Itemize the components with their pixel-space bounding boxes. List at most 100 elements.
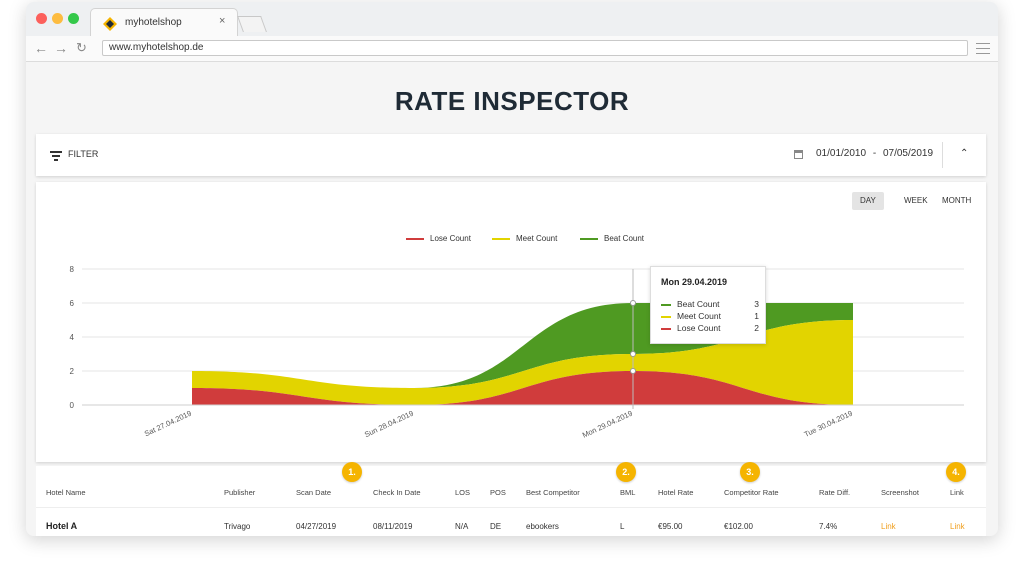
y-tick-label: 0: [70, 401, 75, 410]
tooltip-label-meet: Meet Count: [677, 311, 721, 321]
badge-2: 2.: [616, 462, 636, 482]
tooltip-swatch-beat: [661, 303, 671, 306]
title-bar: myhotelshop ×: [26, 2, 998, 36]
calendar-icon[interactable]: [794, 150, 803, 159]
y-tick-label: 6: [70, 299, 75, 308]
header-pos[interactable]: POS: [490, 488, 506, 497]
close-window-button[interactable]: [36, 13, 47, 24]
new-tab-button[interactable]: [237, 16, 267, 32]
url-input[interactable]: www.myhotelshop.de: [102, 40, 968, 56]
cell-los: N/A: [455, 522, 469, 531]
cell-rate-diff: 7.4%: [819, 522, 838, 531]
header-rate-diff[interactable]: Rate Diff.: [819, 488, 851, 497]
tooltip-swatch-lose: [661, 327, 671, 330]
tooltip-value-beat: 3: [754, 299, 759, 309]
browser-tab[interactable]: myhotelshop ×: [90, 8, 238, 36]
address-bar: ← → ↻ www.myhotelshop.de: [26, 36, 998, 62]
area-meet-count: [192, 320, 853, 405]
tooltip-label-beat: Beat Count: [677, 299, 720, 309]
filter-icon[interactable]: [50, 151, 62, 161]
header-bml[interactable]: BML: [620, 488, 636, 497]
period-week-button[interactable]: WEEK: [904, 196, 928, 205]
legend-label-meet: Meet Count: [516, 234, 558, 243]
tooltip-row-meet: Meet Count 1: [661, 311, 759, 321]
y-tick-label: 8: [70, 265, 75, 274]
badge-3: 3.: [740, 462, 760, 482]
header-publisher[interactable]: Publisher: [224, 488, 256, 497]
back-arrow-icon[interactable]: ←: [34, 40, 48, 56]
area-lose-count: [192, 371, 853, 405]
cell-pos: DE: [490, 522, 502, 531]
tab-close-icon[interactable]: ×: [219, 15, 226, 27]
external-link[interactable]: Link: [950, 522, 965, 531]
tooltip-title: Mon 29.04.2019: [661, 277, 728, 287]
chart-tooltip: Mon 29.04.2019 Beat Count 3 Meet Count 1…: [650, 266, 766, 344]
badge-1: 1.: [342, 462, 362, 482]
x-tick-label: Tue 30.04.2019: [803, 409, 854, 439]
cell-publisher: Trivago: [224, 522, 251, 531]
legend-item-meet[interactable]: Meet Count: [492, 234, 557, 243]
legend-swatch-beat: [580, 237, 598, 240]
header-hotel-rate[interactable]: Hotel Rate: [658, 488, 694, 497]
cell-competitor-rate: €102.00: [724, 522, 753, 531]
page-content: RATE INSPECTOR FILTER 01/01/2010 - 07/05…: [26, 62, 998, 536]
maximize-window-button[interactable]: [68, 13, 79, 24]
header-best-competitor[interactable]: Best Competitor: [526, 488, 580, 497]
page-title: RATE INSPECTOR: [394, 86, 630, 116]
y-tick-label: 4: [70, 333, 75, 342]
results-table: 1. 2. 3. 4. Hotel Name Publisher Scan Da…: [36, 462, 986, 536]
legend-swatch-meet: [492, 237, 510, 240]
header-check-in-date[interactable]: Check In Date: [373, 488, 421, 497]
x-tick-label: Sun 28.04.2019: [363, 409, 415, 440]
forward-arrow-icon[interactable]: →: [54, 40, 68, 56]
hover-point: [630, 351, 636, 357]
header-competitor-rate[interactable]: Competitor Rate: [724, 488, 779, 497]
stacked-area-chart: 0 2 4 6 8 Sat 27.04.2019 Sun 28.04.2019 Mon 29.…: [70, 265, 964, 440]
divider: [942, 142, 943, 168]
reload-icon[interactable]: ↻: [76, 40, 87, 55]
tooltip-swatch-meet: [661, 315, 671, 318]
tab-title: myhotelshop: [125, 17, 182, 28]
minimize-window-button[interactable]: [52, 13, 63, 24]
tooltip-row-beat: Beat Count 3: [661, 299, 759, 309]
x-tick-label: Mon 29.04.2019: [581, 409, 634, 440]
cell-hotel-name: Hotel A: [46, 521, 78, 531]
screenshot-link[interactable]: Link: [881, 522, 896, 531]
chart-card: DAY WEEK MONTH Lose Count Meet Count Bea…: [36, 182, 986, 462]
date-from: 01/01/2010: [816, 148, 867, 159]
header-link[interactable]: Link: [950, 488, 964, 497]
chevron-up-icon[interactable]: ⌃: [960, 148, 969, 159]
cell-scan-date: 04/27/2019: [296, 522, 337, 531]
header-hotel-name[interactable]: Hotel Name: [46, 488, 86, 497]
cell-hotel-rate: €95.00: [658, 522, 683, 531]
header-scan-date[interactable]: Scan Date: [296, 488, 332, 497]
tooltip-row-lose: Lose Count 2: [661, 323, 759, 333]
date-range-picker[interactable]: 01/01/2010 - 07/05/2019: [816, 148, 933, 159]
x-tick-label: Sat 27.04.2019: [143, 409, 193, 439]
tooltip-value-meet: 1: [754, 311, 759, 321]
legend-label-lose: Lose Count: [430, 234, 471, 243]
filter-bar: FILTER 01/01/2010 - 07/05/2019 ⌃: [36, 134, 986, 176]
badge-4: 4.: [946, 462, 966, 482]
period-month-button[interactable]: MONTH: [942, 196, 972, 205]
header-los[interactable]: LOS: [455, 488, 471, 497]
myhotelshop-logo-icon: [103, 17, 117, 31]
tooltip-label-lose: Lose Count: [677, 323, 721, 333]
cell-check-in-date: 08/11/2019: [373, 522, 413, 531]
cell-bml: L: [620, 522, 625, 531]
date-to: 07/05/2019: [882, 148, 934, 159]
period-day-button[interactable]: DAY: [852, 192, 884, 210]
header-screenshot[interactable]: Screenshot: [881, 488, 919, 497]
legend-item-beat[interactable]: Beat Count: [580, 234, 644, 243]
legend-swatch-lose: [406, 237, 424, 240]
legend-label-beat: Beat Count: [604, 234, 645, 243]
filter-button[interactable]: FILTER: [68, 149, 99, 159]
row-divider: [36, 507, 986, 508]
hamburger-menu-icon[interactable]: [976, 43, 990, 54]
browser-window: myhotelshop × ← → ↻ www.myhotelshop.de R…: [26, 2, 998, 536]
legend-item-lose[interactable]: Lose Count: [406, 234, 471, 243]
hover-point: [630, 368, 636, 374]
tooltip-value-lose: 2: [754, 323, 759, 333]
cell-best-competitor: ebookers: [526, 522, 559, 531]
y-tick-label: 2: [70, 367, 75, 376]
